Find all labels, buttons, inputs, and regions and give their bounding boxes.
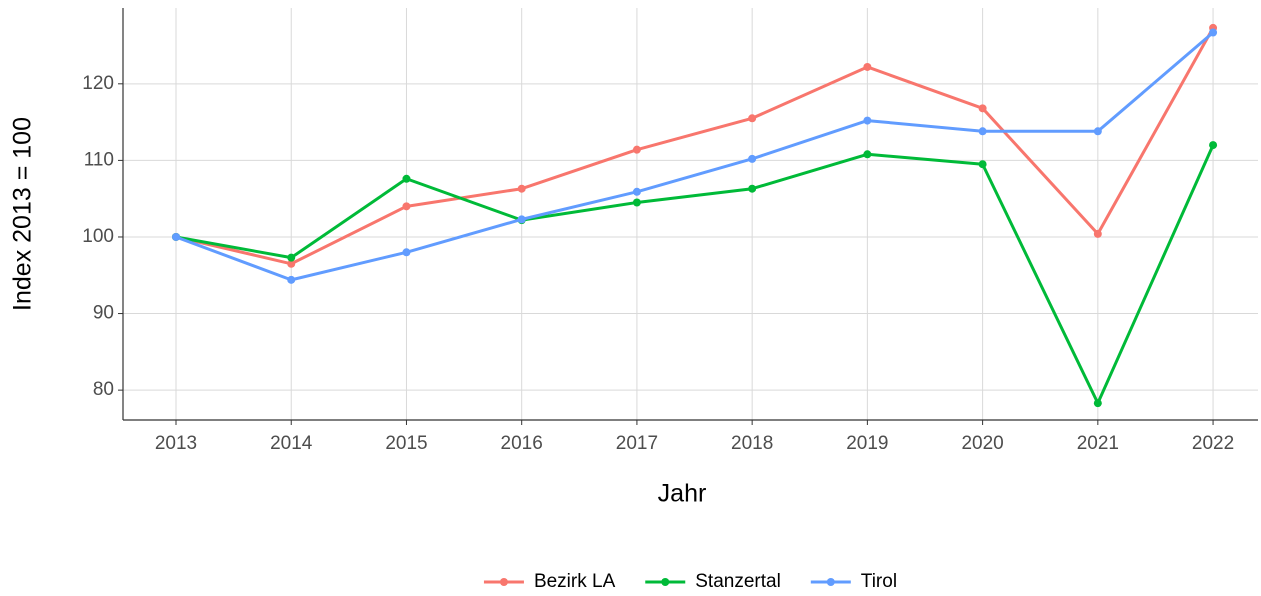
point xyxy=(632,145,641,154)
series-line xyxy=(175,144,1215,405)
y-tick-label: 90 xyxy=(93,303,114,324)
legend-label: Stanzertal xyxy=(695,571,781,592)
point xyxy=(172,232,181,241)
point xyxy=(978,104,987,113)
legend-key-point xyxy=(499,578,508,586)
point xyxy=(748,114,757,123)
point xyxy=(632,187,641,196)
point xyxy=(1209,28,1218,37)
point xyxy=(402,202,411,211)
y-tick-label: 120 xyxy=(82,73,114,94)
point xyxy=(978,160,987,169)
x-tick-label: 2016 xyxy=(501,433,543,454)
point xyxy=(863,150,872,159)
y-axis-title: Index 2013 = 100 xyxy=(9,117,37,311)
point xyxy=(517,184,526,193)
point xyxy=(978,127,987,136)
legend-label: Tirol xyxy=(861,571,897,592)
y-tick-label: 100 xyxy=(82,226,114,247)
x-tick-label: 2013 xyxy=(155,433,197,454)
point xyxy=(1093,127,1102,136)
point xyxy=(402,248,411,257)
x-tick-label: 2019 xyxy=(846,433,888,454)
x-tick-label: 2021 xyxy=(1077,433,1119,454)
series-line xyxy=(175,27,1215,266)
x-tick-label: 2022 xyxy=(1192,433,1234,454)
point xyxy=(1093,399,1102,408)
point xyxy=(632,198,641,207)
point xyxy=(402,174,411,183)
legend-key-point xyxy=(661,578,670,586)
point xyxy=(748,154,757,163)
x-tick-label: 2017 xyxy=(616,433,658,454)
point xyxy=(863,62,872,71)
point xyxy=(1093,229,1102,238)
point xyxy=(517,215,526,224)
point xyxy=(863,116,872,125)
point xyxy=(287,259,296,268)
legend-key-point xyxy=(826,578,835,586)
x-tick-label: 2014 xyxy=(270,433,313,454)
point xyxy=(748,184,757,193)
y-tick-label: 110 xyxy=(84,149,114,170)
x-tick-label: 2018 xyxy=(731,433,773,454)
x-tick-label: 2015 xyxy=(385,433,427,454)
point xyxy=(287,253,296,262)
series-line xyxy=(175,31,1215,282)
point xyxy=(287,275,296,284)
legend: Bezirk LA Stanzertal Tirol xyxy=(483,571,897,592)
legend-label: Bezirk LA xyxy=(534,571,616,592)
point xyxy=(1209,141,1218,150)
y-tick-label: 80 xyxy=(93,379,114,400)
x-tick-label: 2020 xyxy=(961,433,1003,454)
x-axis-title: Jahr xyxy=(658,480,707,508)
